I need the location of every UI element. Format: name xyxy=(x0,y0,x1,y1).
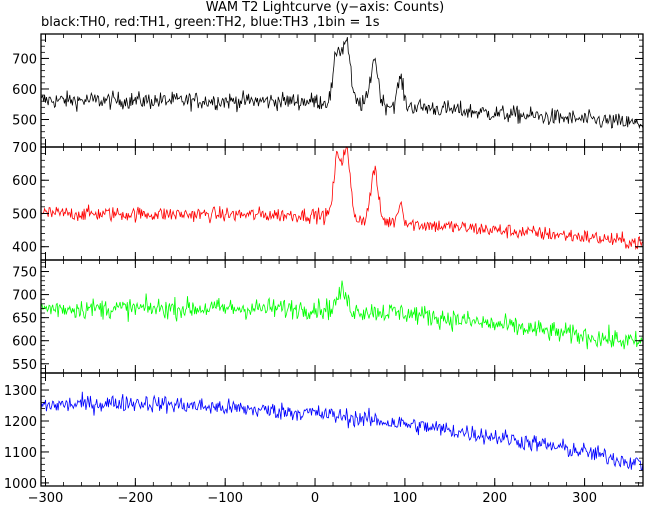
y-tick-label: 700 xyxy=(12,141,37,156)
x-tick-label: 0 xyxy=(311,491,319,505)
x-tick-label: −100 xyxy=(207,491,243,505)
y-tick-label: 1300 xyxy=(4,384,37,399)
panel-frame-0 xyxy=(40,33,644,148)
chart-title: WAM T2 Lightcurve (y−axis: Counts) xyxy=(205,0,445,15)
x-tick-label: −200 xyxy=(117,491,153,505)
y-tick-label: 400 xyxy=(12,241,37,256)
y-tick-label: 1200 xyxy=(4,415,37,430)
y-tick-label: 500 xyxy=(12,207,37,222)
panel-frame-3 xyxy=(40,372,644,487)
x-tick-label: −300 xyxy=(28,491,64,505)
y-tick-label: 1100 xyxy=(4,446,37,461)
series-line-th2 xyxy=(40,280,644,350)
panel-frame-2 xyxy=(40,259,644,374)
x-tick-label: 200 xyxy=(482,491,507,505)
y-tick-label: 700 xyxy=(12,289,37,304)
y-tick-label: 600 xyxy=(12,83,37,98)
y-tick-label: 1000 xyxy=(4,477,37,492)
y-tick-label: 650 xyxy=(12,312,37,327)
y-tick-label: 500 xyxy=(12,114,37,129)
series-line-th0 xyxy=(40,37,644,130)
series-line-th1 xyxy=(40,146,644,251)
x-tick-label: 100 xyxy=(392,491,417,505)
y-tick-label: 600 xyxy=(12,335,37,350)
chart-subtitle: black:TH0, red:TH1, green:TH2, blue:TH3 … xyxy=(41,15,380,30)
y-tick-label: 700 xyxy=(12,52,37,67)
series-line-th3 xyxy=(40,391,644,471)
y-tick-label: 750 xyxy=(12,266,37,281)
y-tick-label: 600 xyxy=(12,174,37,189)
y-tick-label: 550 xyxy=(12,358,37,373)
x-tick-label: 300 xyxy=(572,491,597,505)
